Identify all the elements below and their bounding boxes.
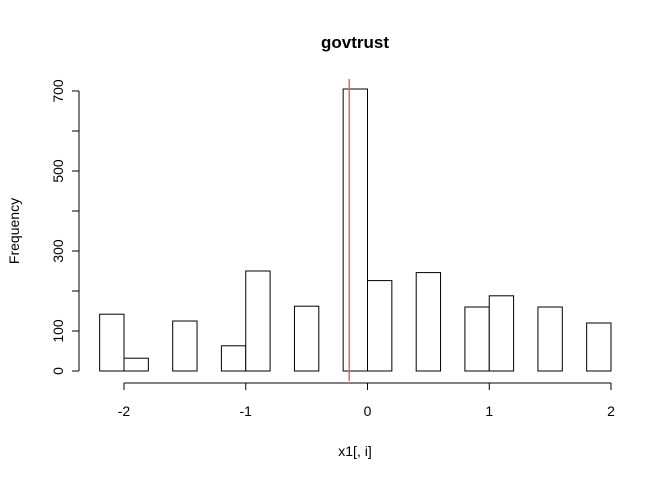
x-tick-label: 2 bbox=[607, 403, 615, 419]
x-tick-label: 0 bbox=[364, 403, 372, 419]
x-tick-label: -2 bbox=[118, 403, 131, 419]
chart-title: govtrust bbox=[321, 33, 389, 52]
histogram-bar bbox=[488, 295, 515, 372]
histogram-bar bbox=[99, 313, 125, 372]
y-tick-label: 100 bbox=[50, 319, 66, 343]
y-axis-title: Frequency bbox=[6, 198, 22, 264]
histogram-bar bbox=[367, 280, 393, 372]
x-tick-label: -1 bbox=[240, 403, 253, 419]
histogram-bar bbox=[537, 306, 563, 372]
histogram-bar bbox=[415, 272, 442, 372]
y-tick-label: 0 bbox=[50, 367, 66, 375]
y-tick-label: 300 bbox=[50, 239, 66, 263]
histogram-bar bbox=[220, 345, 247, 372]
histogram-bar bbox=[342, 88, 368, 372]
y-tick-label: 500 bbox=[50, 159, 66, 183]
bars-group bbox=[99, 88, 612, 372]
histogram-bar bbox=[245, 270, 271, 372]
x-axis-title: x1[, i] bbox=[338, 443, 371, 459]
x-tick-label: 1 bbox=[485, 403, 493, 419]
y-axis: 0 100 300 500 700 bbox=[50, 79, 80, 375]
histogram-bar bbox=[293, 305, 320, 372]
y-tick-label: 700 bbox=[50, 79, 66, 103]
histogram-bar bbox=[123, 357, 149, 372]
histogram-bar bbox=[586, 322, 612, 372]
histogram-bar bbox=[172, 320, 198, 372]
histogram-bar bbox=[464, 306, 490, 372]
x-axis: -2 -1 0 1 2 bbox=[118, 382, 615, 419]
